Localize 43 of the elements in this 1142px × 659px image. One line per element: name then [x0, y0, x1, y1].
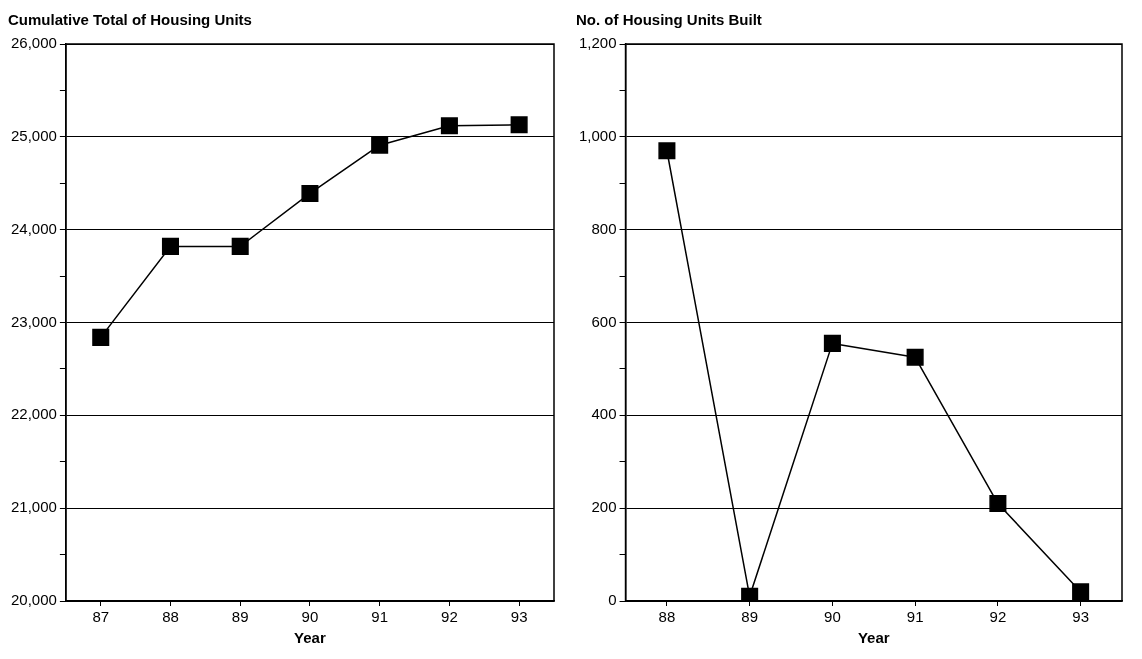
chart-title: No. of Housing Units Built: [576, 11, 762, 29]
point: [161, 237, 179, 255]
x-tick-label: 92: [989, 608, 1007, 626]
point: [440, 117, 458, 135]
point: [301, 184, 319, 202]
x-tick-label: 92: [441, 608, 458, 626]
x-tick-label: 91: [371, 608, 389, 626]
point: [92, 328, 110, 346]
x-tick-label: 93: [510, 608, 528, 626]
y-tick-label: 400: [591, 405, 617, 423]
y-tick-label: 21,000: [10, 498, 57, 516]
x-axis-title: Year: [294, 629, 326, 647]
y-tick-label: 800: [591, 219, 617, 237]
point: [1072, 583, 1090, 601]
y-tick-label: 600: [591, 312, 617, 330]
y-tick-label: 0: [608, 591, 617, 609]
x-tick-label: 88: [658, 608, 676, 626]
point: [371, 136, 389, 154]
x-tick-label: 90: [824, 608, 841, 626]
x-tick-label: 89: [231, 608, 249, 626]
y-tick-label: 1,200: [578, 34, 617, 52]
y-tick-label: 200: [591, 498, 617, 516]
point: [906, 348, 924, 366]
chart-title: Cumulative Total of Housing Units: [8, 11, 252, 29]
x-tick-label: 88: [162, 608, 179, 626]
x-tick-label: 87: [92, 608, 110, 626]
x-axis-title: Year: [857, 629, 890, 647]
x-tick-label: 89: [741, 608, 758, 626]
y-tick-label: 22,000: [10, 405, 57, 423]
point: [231, 237, 249, 255]
y-tick-label: 25,000: [10, 126, 57, 144]
y-tick-label: 23,000: [10, 312, 57, 330]
y-tick-label: 24,000: [10, 219, 57, 237]
point: [823, 334, 841, 352]
y-tick-label: 26,000: [10, 34, 57, 52]
y-tick-label: 20,000: [10, 591, 57, 609]
x-tick-label: 90: [301, 608, 319, 626]
x-tick-label: 91: [906, 608, 924, 626]
point: [510, 116, 528, 134]
x-tick-label: 93: [1072, 608, 1089, 626]
point: [658, 142, 676, 160]
point: [989, 495, 1007, 513]
y-tick-label: 1,000: [578, 126, 617, 144]
